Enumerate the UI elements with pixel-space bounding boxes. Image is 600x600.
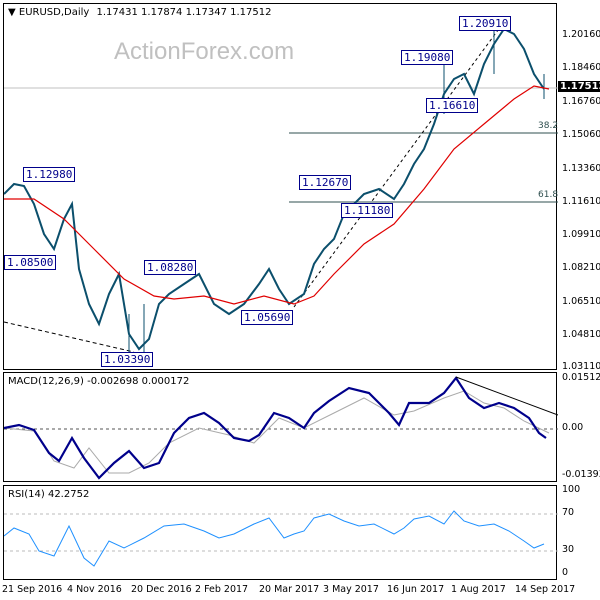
price-label: 1.16610	[426, 98, 479, 113]
x-tick-label: 4 Nov 2016	[67, 584, 122, 595]
x-tick-label: 3 May 2017	[323, 584, 379, 595]
y-tick-label: 1.20160	[562, 29, 600, 40]
price-bars-plot	[4, 21, 558, 359]
rsi-axis-100: 100	[562, 484, 581, 495]
macd-axis-min: -0.013938	[562, 469, 600, 480]
price-label: 1.12670	[299, 175, 352, 190]
rsi-axis-0: 0	[562, 567, 569, 578]
x-tick-label: 16 Jun 2017	[387, 584, 445, 595]
x-tick-label: 14 Sep 2017	[515, 584, 576, 595]
price-label-high: 1.20910	[459, 16, 512, 31]
price-label-low: 1.03390	[101, 352, 154, 367]
y-tick-label: 1.11610	[562, 196, 600, 207]
rsi-title: RSI(14) 42.2752	[8, 489, 90, 500]
rsi-axis-70: 70	[562, 507, 575, 518]
y-tick-label: 1.04810	[562, 329, 600, 340]
collapse-triangle-icon[interactable]: ▼	[8, 7, 16, 18]
watermark: ActionForex.com	[114, 38, 295, 65]
price-label: 1.19080	[401, 50, 454, 65]
chart-title: ▼ EURUSD,Daily 1.17431 1.17874 1.17347 1…	[8, 7, 271, 18]
x-tick-label: 1 Aug 2017	[451, 584, 506, 595]
rsi-axis-30: 30	[562, 544, 575, 555]
rsi-panel[interactable]: RSI(14) 42.2752	[3, 485, 558, 580]
y-tick-label: 1.16760	[562, 96, 600, 107]
price-label: 1.11180	[341, 203, 394, 218]
rsi-plot	[4, 510, 558, 567]
y-tick-label: 1.06510	[562, 296, 600, 307]
price-label: 1.08500	[4, 255, 57, 270]
y-tick-label: 1.13360	[562, 163, 600, 174]
y-tick-label: 1.18460	[562, 62, 600, 73]
price-label: 1.12980	[23, 167, 76, 182]
fib-38-label: 38.2	[538, 121, 559, 131]
macd-panel[interactable]: MACD(12,26,9) -0.002698 0.000172	[3, 372, 558, 482]
x-tick-label: 20 Dec 2016	[131, 584, 192, 595]
x-tick-label: 21 Sep 2016	[2, 584, 63, 595]
price-label: 1.08280	[144, 260, 197, 275]
current-price-tag: 1.17512	[558, 81, 600, 92]
macd-axis-zero: 0.00	[562, 422, 584, 433]
macd-title: MACD(12,26,9) -0.002698 0.000172	[8, 376, 190, 387]
price-label: 1.05690	[241, 310, 294, 325]
ohlc-values: 1.17431 1.17874 1.17347 1.17512	[96, 7, 272, 18]
x-tick-label: 20 Mar 2017	[259, 584, 320, 595]
symbol-label: EURUSD,Daily	[18, 7, 90, 18]
y-tick-label: 1.08210	[562, 262, 600, 273]
y-tick-label: 1.09910	[562, 229, 600, 240]
macd-axis-max: 0.01512	[562, 372, 600, 383]
fib-61-label: 61.8	[538, 190, 559, 200]
y-tick-label: 1.03110	[562, 361, 600, 372]
macd-plot	[4, 376, 558, 480]
x-tick-label: 2 Feb 2017	[195, 584, 249, 595]
y-tick-label: 1.15060	[562, 129, 600, 140]
price-chart-panel[interactable]: ▼ EURUSD,Daily 1.17431 1.17874 1.17347 1…	[3, 3, 559, 370]
